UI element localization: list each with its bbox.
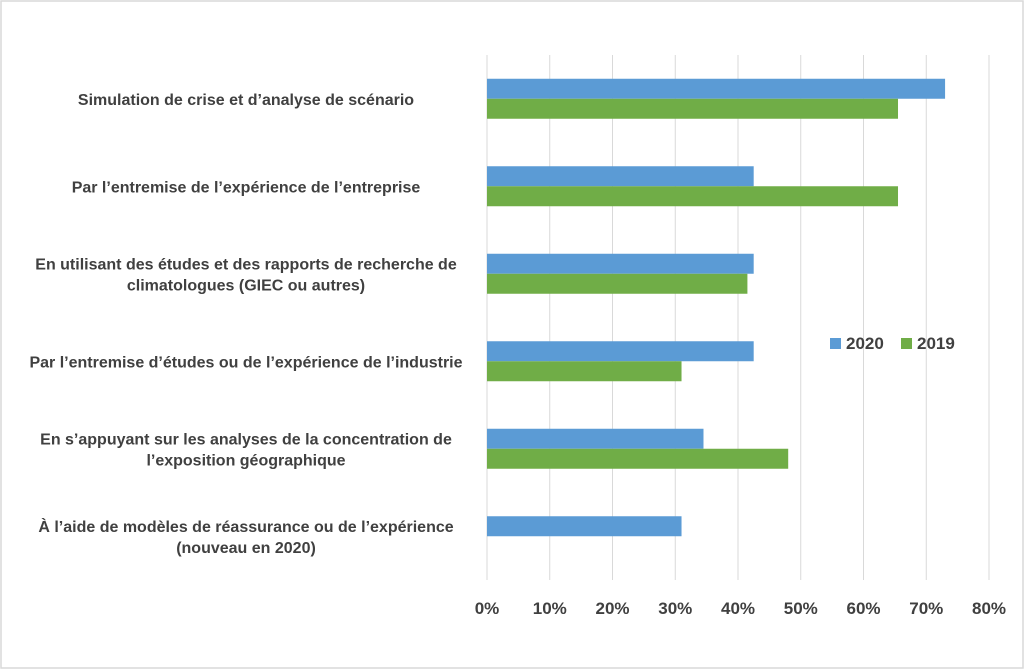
category-label-line: (nouveau en 2020): [176, 540, 316, 557]
bars: [487, 78, 946, 537]
legend-item-2020: 2020: [830, 334, 884, 353]
category-label-line: En s’appuyant sur les analyses de la con…: [40, 431, 452, 448]
bar-2020: [487, 166, 754, 187]
x-tick-label: 10%: [533, 599, 567, 618]
legend-swatch: [830, 338, 841, 349]
x-tick-label: 60%: [846, 599, 880, 618]
legend-swatch: [901, 338, 912, 349]
category-label-line: En utilisant des études et des rapports …: [35, 256, 457, 273]
category-label: Simulation de crise et d’analyse de scén…: [78, 92, 414, 109]
x-tick-label: 0%: [475, 599, 500, 618]
category-label: Par l’entremise de l’expérience de l’ent…: [72, 179, 421, 196]
bar-2019: [487, 273, 748, 294]
legend-item-2019: 2019: [901, 334, 955, 353]
category-label-line: Simulation de crise et d’analyse de scén…: [78, 92, 414, 109]
bar-2020: [487, 341, 754, 362]
legend: 2020 2019: [830, 334, 955, 353]
category-label-line: climatologues (GIEC ou autres): [127, 277, 365, 294]
bar-2020: [487, 516, 682, 537]
bar-2019: [487, 98, 899, 119]
bar-2020: [487, 78, 946, 99]
x-tick-label: 50%: [784, 599, 818, 618]
legend-label: 2020: [846, 334, 884, 353]
category-label-line: Par l’entremise de l’expérience de l’ent…: [72, 179, 421, 196]
category-label-line: À l’aide de modèles de réassurance ou de…: [38, 517, 453, 536]
bar-2020: [487, 428, 704, 449]
category-labels: Simulation de crise et d’analyse de scén…: [29, 92, 462, 557]
grid: [486, 55, 990, 580]
x-tick-label: 80%: [972, 599, 1006, 618]
category-label: En s’appuyant sur les analyses de la con…: [40, 431, 452, 469]
category-label-line: Par l’entremise d’études ou de l’expérie…: [29, 354, 462, 371]
x-axis-tick-labels: 0% 10% 20% 30% 40% 50% 60% 70% 80%: [475, 599, 1006, 618]
bar-2019: [487, 186, 899, 207]
bar-2019: [487, 448, 789, 469]
category-label: Par l’entremise d’études ou de l’expérie…: [29, 354, 462, 371]
bar-2020: [487, 253, 754, 274]
bar-2019: [487, 361, 682, 382]
legend-label: 2019: [917, 334, 955, 353]
category-label: À l’aide de modèles de réassurance ou de…: [38, 517, 453, 557]
category-label-line: l’exposition géographique: [146, 452, 345, 469]
x-tick-label: 30%: [658, 599, 692, 618]
x-tick-label: 70%: [909, 599, 943, 618]
category-label: En utilisant des études et des rapports …: [35, 256, 457, 294]
x-tick-label: 20%: [595, 599, 629, 618]
x-tick-label: 40%: [721, 599, 755, 618]
